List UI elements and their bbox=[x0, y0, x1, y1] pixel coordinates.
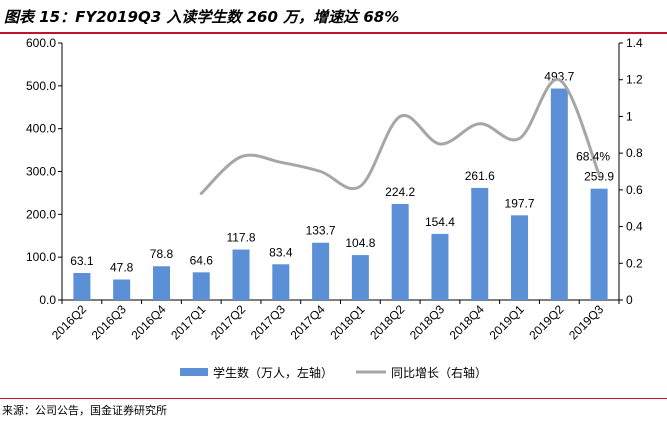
x-axis-tick-label: 2018Q4 bbox=[447, 302, 487, 342]
bar-2018Q4 bbox=[471, 187, 489, 300]
bar-2019Q1 bbox=[511, 215, 529, 300]
x-axis-tick-label: 2016Q4 bbox=[128, 302, 168, 342]
bar-value-label: 78.8 bbox=[150, 247, 174, 261]
right-axis-tick-label: 0.2 bbox=[626, 256, 643, 270]
right-axis-tick-label: 0.6 bbox=[626, 183, 643, 197]
bar-value-label: 64.6 bbox=[190, 253, 214, 267]
bar-value-label: 197.7 bbox=[505, 196, 535, 210]
x-axis-tick-label: 2018Q2 bbox=[367, 302, 407, 342]
legend-bar-label: 学生数（万人，左轴） bbox=[213, 365, 333, 380]
right-axis-tick-label: 0 bbox=[626, 293, 633, 307]
x-axis-tick-label: 2018Q3 bbox=[407, 302, 447, 342]
bar-2017Q3 bbox=[272, 264, 290, 300]
left-axis-tick-label: 600.0 bbox=[26, 36, 56, 50]
right-axis-tick-label: 1.2 bbox=[626, 73, 643, 87]
x-axis-tick-label: 2017Q3 bbox=[248, 302, 288, 342]
chart-area: 0.0 100.0 200.0 300.0 400.0 500.0 600.0 0 0.2 0.4… bbox=[26, 36, 643, 380]
left-axis-tick-label: 500.0 bbox=[26, 79, 56, 93]
x-axis-tick-label: 2019Q3 bbox=[566, 302, 606, 342]
x-axis-tick-label: 2019Q1 bbox=[487, 302, 527, 342]
bar-2017Q1 bbox=[192, 272, 210, 300]
growth-rate-label: 68.4% bbox=[576, 149, 610, 163]
bar-2016Q4 bbox=[152, 266, 170, 300]
chart-title: 图表 15：FY2019Q3 入读学生数 260 万，增速达 68% bbox=[4, 8, 400, 26]
right-axis-tick-label: 1.4 bbox=[626, 36, 643, 50]
right-axis-tick-label: 1 bbox=[626, 109, 633, 123]
x-axis-tick-label: 2017Q4 bbox=[288, 302, 328, 342]
x-axis-tick-label: 2016Q3 bbox=[89, 302, 129, 342]
bar-2016Q2 bbox=[73, 272, 91, 300]
bar-value-label: 117.8 bbox=[226, 231, 255, 245]
left-axis-tick-label: 0.0 bbox=[39, 293, 56, 307]
bar-value-label: 493.7 bbox=[544, 70, 574, 84]
left-axis-tick-label: 100.0 bbox=[26, 250, 56, 264]
left-axis-tick-label: 300.0 bbox=[26, 165, 56, 179]
bar-2019Q2 bbox=[550, 88, 568, 300]
left-axis-tick-label: 400.0 bbox=[26, 122, 56, 136]
right-axis-tick-label: 0.4 bbox=[626, 220, 643, 234]
x-axis-tick-label: 2018Q1 bbox=[327, 302, 367, 342]
bar-value-label: 47.8 bbox=[110, 261, 134, 275]
bar-value-label: 104.8 bbox=[345, 236, 375, 250]
bar-value-label: 261.6 bbox=[465, 169, 495, 183]
legend-line-label: 同比增长（右轴） bbox=[391, 365, 487, 380]
growth-rate-line bbox=[199, 78, 601, 196]
x-axis-tick-label: 2019Q2 bbox=[526, 302, 566, 342]
x-axis-tick-label: 2017Q2 bbox=[208, 302, 248, 342]
left-axis-tick-label: 200.0 bbox=[26, 207, 56, 221]
title-divider bbox=[0, 32, 667, 34]
bar-2018Q2 bbox=[391, 203, 409, 300]
bar-value-label: 133.7 bbox=[306, 224, 336, 238]
bar-2016Q3 bbox=[113, 279, 131, 300]
x-axis-tick-label: 2017Q1 bbox=[168, 302, 208, 342]
bar-2017Q2 bbox=[232, 249, 250, 300]
bar-value-label: 259.9 bbox=[584, 170, 614, 184]
bar-value-label: 154.4 bbox=[425, 215, 455, 229]
bar-value-label: 83.4 bbox=[269, 245, 293, 259]
legend-bar-swatch bbox=[180, 368, 208, 376]
bar-2019Q3 bbox=[590, 188, 608, 300]
right-axis-tick-label: 0.8 bbox=[626, 146, 643, 160]
bar-2018Q3 bbox=[431, 233, 449, 300]
source-divider bbox=[0, 398, 667, 399]
bar-value-label: 63.1 bbox=[70, 254, 94, 268]
source-note: 来源：公司公告，国金证券研究所 bbox=[2, 404, 167, 417]
bar-2017Q4 bbox=[312, 242, 330, 300]
x-axis-tick-label: 2016Q2 bbox=[49, 302, 89, 342]
bar-value-label: 224.2 bbox=[385, 185, 415, 199]
bar-2018Q1 bbox=[351, 255, 369, 300]
